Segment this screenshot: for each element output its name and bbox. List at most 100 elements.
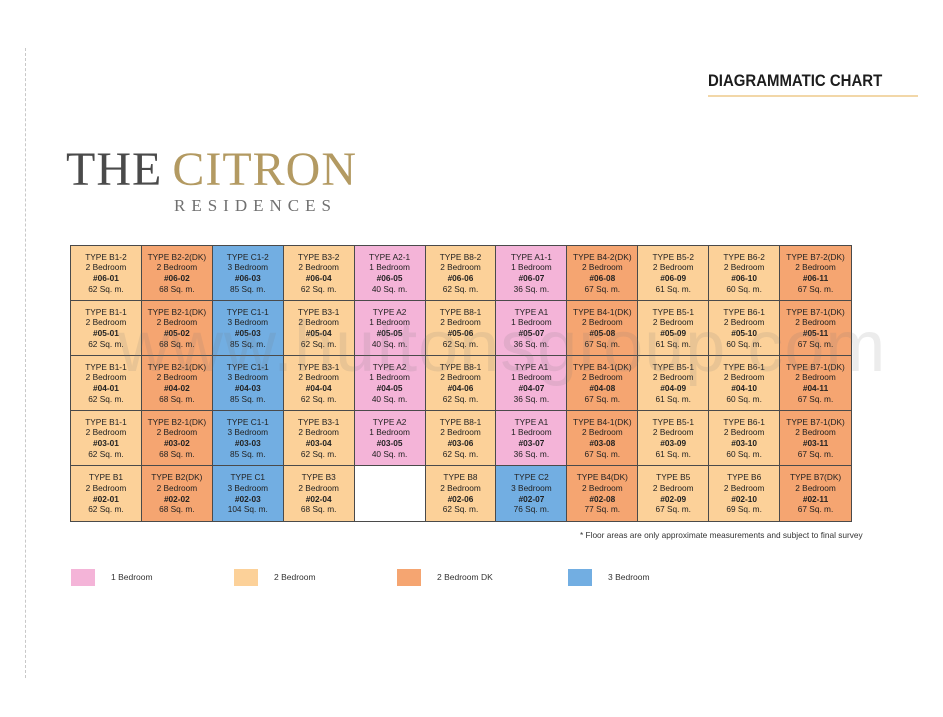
unit-number: #04-04 [305, 383, 332, 393]
unit-type: TYPE B2-2(DK) [147, 251, 207, 262]
unit-floor-area: 67 Sq. m. [584, 283, 621, 294]
unit-number: #06-07 [518, 273, 545, 283]
unit-floor-area: 62 Sq. m. [442, 283, 479, 294]
unit-cell: TYPE A2-1 1 Bedroom #06-05 40 Sq. m. [354, 246, 426, 301]
unit-floor-area: 62 Sq. m. [300, 283, 337, 294]
unit-number: #04-03 [234, 383, 261, 393]
unit-type: TYPE B5-1 [652, 306, 694, 317]
unit-cell: TYPE B7(DK) 2 Bedroom #02-11 67 Sq. m. [780, 466, 851, 521]
unit-type: TYPE B8-2 [439, 251, 482, 262]
unit-number: #02-01 [93, 493, 119, 504]
unit-cell: TYPE A1-1 1 Bedroom #06-07 36 Sq. m. [496, 246, 568, 301]
unit-number: #06-09 [660, 273, 687, 283]
unit-cell: TYPE A1 1 Bedroom #03-07 36 Sq. m. [496, 411, 568, 466]
legend-label: 2 Bedroom [274, 572, 316, 582]
unit-floor-area: 68 Sq. m. [159, 338, 195, 349]
unit-bedroom-count: 2 Bedroom [440, 317, 481, 328]
unit-floor-area: 60 Sq. m. [726, 283, 762, 294]
legend-label: 3 Bedroom [608, 572, 650, 582]
unit-type: TYPE B5-2 [652, 251, 694, 262]
unit-number: #05-01 [93, 328, 119, 338]
legend-2-bedroom: 2 Bedroom [234, 568, 316, 586]
unit-number: #02-11 [802, 493, 829, 504]
unit-number: #06-06 [447, 273, 474, 283]
unit-floor-area: 62 Sq. m. [88, 338, 124, 349]
unit-bedroom-count: 2 Bedroom [795, 317, 836, 328]
unit-number: #06-05 [376, 273, 403, 283]
unit-type: TYPE B5-1 [652, 361, 694, 372]
unit-number: #02-09 [660, 493, 687, 504]
unit-number: #06-03 [234, 273, 261, 283]
unit-bedroom-count: 2 Bedroom [298, 482, 339, 493]
unit-number: #04-05 [376, 383, 403, 393]
unit-floor-area: 62 Sq. m. [300, 393, 337, 404]
unit-bedroom-count: 1 Bedroom [369, 427, 410, 438]
unit-floor-area: 40 Sq. m. [371, 338, 408, 349]
unit-type: TYPE B3-1 [297, 416, 340, 427]
unit-bedroom-count: 2 Bedroom [156, 482, 198, 493]
unit-cell: TYPE B3-1 2 Bedroom #04-04 62 Sq. m. [283, 356, 355, 411]
unit-cell: TYPE B5-1 2 Bedroom #04-09 61 Sq. m. [638, 356, 710, 411]
unit-type: TYPE B2(DK) [151, 472, 203, 483]
unit-number: #06-10 [731, 273, 758, 283]
unit-bedroom-count: 2 Bedroom [85, 372, 127, 383]
unit-type: TYPE B7(DK) [789, 472, 842, 483]
unit-cell: TYPE B2-1(DK) 2 Bedroom #04-02 68 Sq. m. [141, 356, 213, 411]
unit-cell: TYPE A2 1 Bedroom #05-05 40 Sq. m. [354, 301, 426, 356]
logo-citron-text: CITRON [172, 143, 357, 196]
unit-floor-area: 60 Sq. m. [726, 338, 762, 349]
unit-cell: TYPE B8-1 2 Bedroom #03-06 62 Sq. m. [425, 411, 497, 466]
unit-floor-area: 68 Sq. m. [159, 504, 195, 515]
unit-type: TYPE B4-1(DK) [573, 361, 632, 372]
unit-floor-area: 61 Sq. m. [655, 338, 691, 349]
unit-number: #04-07 [518, 383, 545, 393]
unit-floor-area: 62 Sq. m. [442, 448, 479, 459]
unit-floor-area: 76 Sq. m. [513, 504, 550, 515]
unit-cell: TYPE C1-1 3 Bedroom #04-03 85 Sq. m. [212, 356, 284, 411]
unit-floor-area: 68 Sq. m. [159, 283, 195, 294]
unit-bedroom-count: 2 Bedroom [440, 262, 481, 273]
unit-number: #05-05 [376, 328, 403, 338]
unit-bedroom-count: 2 Bedroom [652, 427, 694, 438]
unit-cell: TYPE B7-2(DK) 2 Bedroom #06-11 67 Sq. m. [780, 246, 851, 301]
unit-bedroom-count: 2 Bedroom [723, 482, 765, 493]
unit-bedroom-count: 2 Bedroom [85, 262, 127, 273]
unit-bedroom-count: 2 Bedroom [795, 262, 836, 273]
unit-cell: TYPE B4(DK) 2 Bedroom #02-08 77 Sq. m. [567, 466, 639, 521]
unit-type: TYPE B3 [301, 472, 336, 483]
unit-cell: TYPE B7-1(DK) 2 Bedroom #04-11 67 Sq. m. [780, 356, 851, 411]
unit-bedroom-count: 2 Bedroom [298, 262, 339, 273]
unit-floor-area: 104 Sq. m. [227, 504, 268, 515]
unit-chart-grid: TYPE B1-2 2 Bedroom #06-01 62 Sq. m. TYPE B2… [70, 245, 852, 522]
unit-cell: TYPE B2(DK) 2 Bedroom #02-02 68 Sq. m. [141, 466, 213, 521]
unit-bedroom-count: 2 Bedroom [582, 427, 623, 438]
unit-type: TYPE C1 [230, 472, 266, 483]
unit-bedroom-count: 2 Bedroom [440, 372, 481, 383]
unit-bedroom-count: 2 Bedroom [582, 482, 623, 493]
unit-cell: TYPE A1 1 Bedroom #05-07 36 Sq. m. [496, 301, 568, 356]
unit-cell: TYPE C1 3 Bedroom #02-03 104 Sq. m. [212, 466, 284, 521]
unit-bedroom-count: 3 Bedroom [227, 262, 269, 273]
unit-type: TYPE B5-1 [652, 416, 694, 427]
unit-bedroom-count: 2 Bedroom [795, 427, 836, 438]
unit-cell: TYPE A2 1 Bedroom #03-05 40 Sq. m. [354, 411, 426, 466]
unit-type: TYPE B3-1 [297, 361, 340, 372]
unit-cell: TYPE C1-1 3 Bedroom #03-03 85 Sq. m. [212, 411, 284, 466]
unit-bedroom-count: 2 Bedroom [85, 427, 127, 438]
unit-floor-area: 85 Sq. m. [230, 448, 266, 459]
unit-floor-area: 62 Sq. m. [442, 504, 479, 515]
unit-type: TYPE B7-1(DK) [786, 306, 845, 317]
unit-cell: TYPE B2-1(DK) 2 Bedroom #05-02 68 Sq. m. [141, 301, 213, 356]
unit-number: #02-06 [447, 493, 474, 504]
unit-floor-area: 77 Sq. m. [584, 504, 621, 515]
unit-number: #03-01 [93, 438, 119, 448]
unit-number: #03-02 [163, 438, 190, 448]
legend-2-bedroom-dk: 2 Bedroom DK [397, 568, 493, 586]
unit-cell: TYPE B3 2 Bedroom #02-04 68 Sq. m. [283, 466, 355, 521]
unit-number: #02-02 [163, 493, 190, 504]
unit-cell: TYPE B7-1(DK) 2 Bedroom #03-11 67 Sq. m. [780, 411, 851, 466]
unit-bedroom-count: 2 Bedroom [652, 317, 694, 328]
unit-bedroom-count: 1 Bedroom [511, 372, 552, 383]
unit-type: TYPE B2-1(DK) [147, 361, 207, 372]
unit-cell: TYPE B1-1 2 Bedroom #04-01 62 Sq. m. [71, 356, 142, 411]
